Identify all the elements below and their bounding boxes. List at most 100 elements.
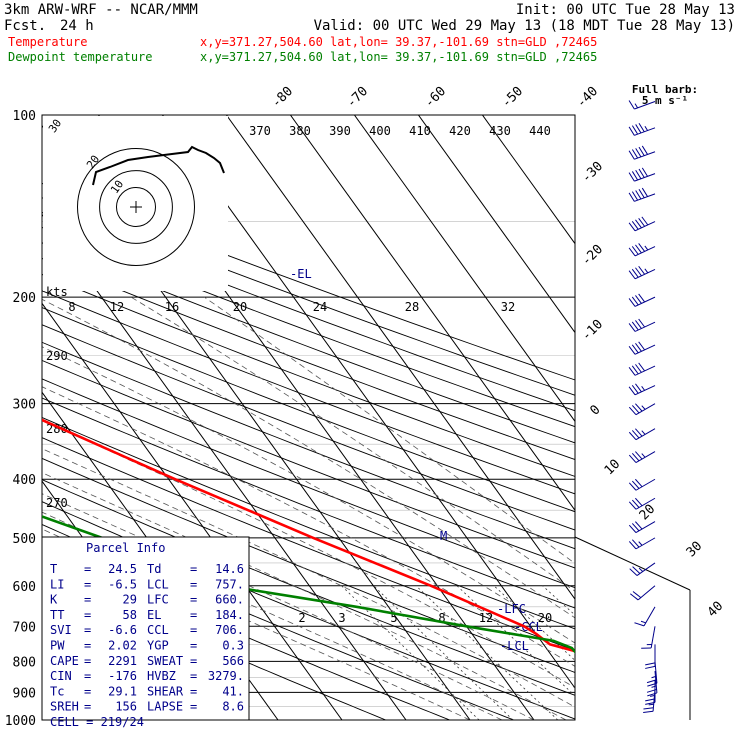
wind-barb-feather — [635, 478, 643, 488]
wind-barb-feather — [644, 126, 648, 131]
isotherm-line — [353, 115, 575, 423]
wind-barb-feather — [640, 620, 646, 624]
wind-barb-feather — [628, 524, 637, 533]
wind-barb-feather — [638, 122, 645, 132]
parcel-equals: = — [190, 669, 197, 683]
wind-barb-feather — [634, 103, 639, 109]
wind-barb — [628, 187, 656, 202]
parcel-value: 757. — [215, 577, 244, 591]
wind-barb-feather — [643, 707, 654, 710]
parcel-label: SREH — [50, 700, 79, 714]
wind-barb — [641, 626, 656, 649]
parcel-label: HVBZ — [147, 669, 176, 683]
legend-dewpoint: Dewpoint temperature — [8, 50, 153, 64]
legend-dewpoint-location: x,y=371.27,504.60 lat,lon= 39.37,-101.69… — [200, 50, 597, 64]
wind-barb-feather — [643, 710, 654, 713]
wind-barb-feather — [632, 566, 641, 574]
wind-barb-feather — [628, 346, 636, 355]
wind-barb-staff — [634, 127, 656, 136]
wind-barb — [628, 451, 656, 463]
isotherm-line — [289, 115, 575, 512]
parcel-row: CIN = -176 HVBZ = 3279. — [50, 669, 244, 683]
wind-barb-feather — [635, 148, 642, 158]
theta-label: 370 — [249, 124, 271, 138]
parcel-equals: = — [84, 562, 91, 576]
dry-adiabat-line — [42, 307, 575, 513]
wind-barb-feather — [628, 431, 637, 441]
wind-barb-feather — [628, 298, 636, 307]
wind-barb-feather — [631, 191, 639, 201]
wind-barb-staff — [635, 537, 656, 550]
parcel-label: LFC — [147, 593, 169, 607]
pressure-label: 700 — [13, 620, 36, 635]
parcel-label: Td — [147, 562, 161, 576]
wind-barb-feather — [638, 567, 644, 572]
isotherm-label: -80 — [269, 84, 296, 111]
wind-barb-feather — [628, 126, 635, 136]
wind-barb-feather — [638, 188, 645, 199]
isotherm-line — [161, 115, 575, 689]
wind-barb-feather — [635, 169, 642, 180]
wind-barb-staff — [635, 521, 656, 534]
wind-barb-feather — [638, 243, 646, 252]
full-barb-units: 5 m s⁻¹ — [642, 94, 688, 107]
wind-barb-feather — [634, 622, 645, 627]
isotherm-line — [225, 115, 575, 601]
wind-barb — [634, 606, 656, 627]
mixing-ratio-low-label: 12 — [479, 611, 493, 625]
parcel-value: 660. — [215, 593, 244, 607]
wind-barb — [629, 562, 656, 576]
wind-barb — [628, 122, 656, 136]
pressure-label: 800 — [13, 655, 36, 670]
isotherm-label: -10 — [579, 317, 606, 344]
level-annotation: -LCL — [500, 639, 529, 653]
parcel-value: 29 — [123, 593, 137, 607]
theta-label: 390 — [329, 124, 351, 138]
wind-barb-feather — [628, 386, 636, 396]
wind-barb-staff — [654, 670, 658, 694]
wind-barb-staff — [634, 221, 656, 232]
parcel-value: 0.3 — [222, 639, 244, 653]
wind-barb-feather — [645, 698, 656, 702]
model-title: 3km ARW-WRF -- NCAR/MMM — [4, 2, 198, 18]
dry-adiabat-line — [42, 417, 575, 630]
wind-barb-feather — [641, 453, 646, 458]
hodograph-ring — [116, 187, 156, 227]
parcel-label: T — [50, 562, 57, 576]
wind-barb-feather — [635, 451, 643, 460]
wind-barb-staff — [634, 365, 656, 376]
wind-barb — [628, 478, 656, 491]
dry-adiabat-line — [42, 571, 386, 720]
theta-label: 400 — [369, 124, 391, 138]
parcel-label: LCL — [147, 577, 169, 591]
moist-adiabat-line — [42, 472, 567, 720]
wind-barb-feather — [645, 665, 656, 669]
theta-label: 430 — [489, 124, 511, 138]
parcel-label: CIN — [50, 669, 72, 683]
wind-barb-feather — [631, 499, 640, 508]
wind-barb-feather — [628, 482, 637, 491]
plot-border — [41, 114, 691, 721]
wind-barb-feather — [641, 430, 646, 435]
isotherm-label: 0 — [587, 402, 603, 418]
dry-adiabat-line — [42, 341, 575, 550]
mixing-ratio-top-label: 20 — [233, 300, 247, 314]
dry-adiabat-line — [42, 290, 575, 495]
theta-label: 380 — [289, 124, 311, 138]
parcel-row: Tc = 29.1 SHEAR = 41. — [50, 684, 244, 698]
parcel-label: EL — [147, 608, 161, 622]
pressure-label: 200 — [13, 291, 36, 306]
parcel-label: LI — [50, 577, 64, 591]
wind-barb-feather — [631, 321, 639, 331]
hodograph-ring — [77, 148, 195, 266]
mixing-ratio-top-label: 8 — [68, 300, 75, 314]
theta-left-label: 270 — [46, 496, 68, 510]
wind-barb-feather — [635, 497, 643, 507]
wind-barb-staff — [634, 296, 656, 307]
mixing-ratio-top-label: 32 — [501, 300, 515, 314]
wind-barb-feather — [631, 480, 640, 489]
parcel-value: 706. — [215, 623, 244, 637]
wind-barb-feather — [638, 341, 646, 351]
parcel-equals: = — [84, 700, 91, 714]
